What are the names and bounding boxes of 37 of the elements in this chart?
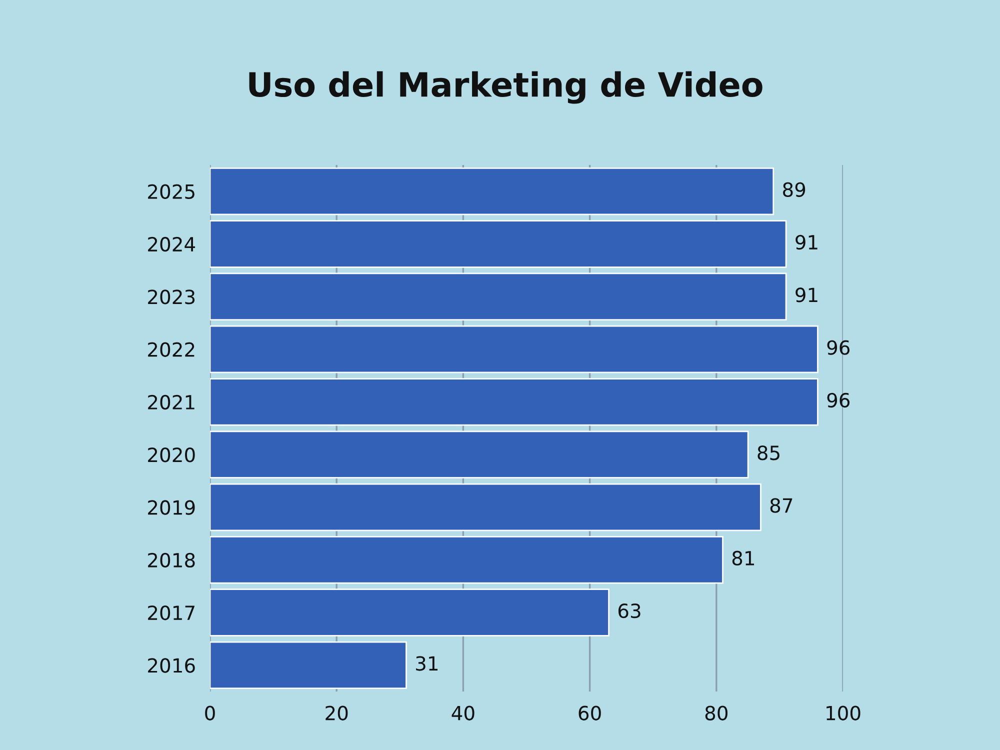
- y-tick-label: 2025: [148, 184, 194, 199]
- y-tick-label: 2018: [148, 552, 195, 568]
- y-tick-label: 2023: [148, 290, 195, 304]
- bar: [210, 483, 762, 532]
- data-label: 91: [796, 234, 818, 250]
- chart-title: Uso del Marketing de Video: [249, 71, 762, 104]
- data-label: 96: [827, 392, 850, 408]
- data-label: 87: [770, 498, 792, 513]
- x-tick-label: 80: [705, 706, 728, 720]
- y-tick-label: 2017: [148, 605, 194, 620]
- x-tick-label: 60: [578, 706, 601, 720]
- data-label: 63: [618, 603, 640, 618]
- data-label: 81: [732, 550, 754, 566]
- y-tick-label: 2020: [148, 448, 195, 462]
- x-tick-label: 40: [452, 706, 474, 720]
- bar: [210, 325, 818, 374]
- y-tick-label: 2022: [148, 342, 194, 357]
- data-label: 96: [827, 340, 850, 355]
- bar: [210, 220, 787, 268]
- bar: [210, 378, 818, 426]
- bar: [210, 167, 774, 216]
- data-label: 31: [416, 656, 438, 671]
- y-tick-label: 2024: [148, 236, 196, 252]
- data-label: 91: [796, 288, 818, 302]
- data-label: 85: [758, 446, 780, 460]
- x-tick-label: 0: [205, 706, 215, 720]
- x-tick-label: 20: [326, 706, 348, 720]
- x-tick-label: 100: [826, 706, 860, 720]
- bar: [210, 588, 610, 636]
- bar: [210, 641, 407, 690]
- bar: [210, 430, 749, 478]
- bar: [210, 536, 724, 584]
- data-label: 89: [783, 182, 806, 197]
- y-tick-label: 2019: [148, 500, 195, 515]
- y-tick-label: 2016: [148, 658, 195, 673]
- y-tick-label: 2021: [148, 394, 194, 410]
- bar: [210, 272, 787, 320]
